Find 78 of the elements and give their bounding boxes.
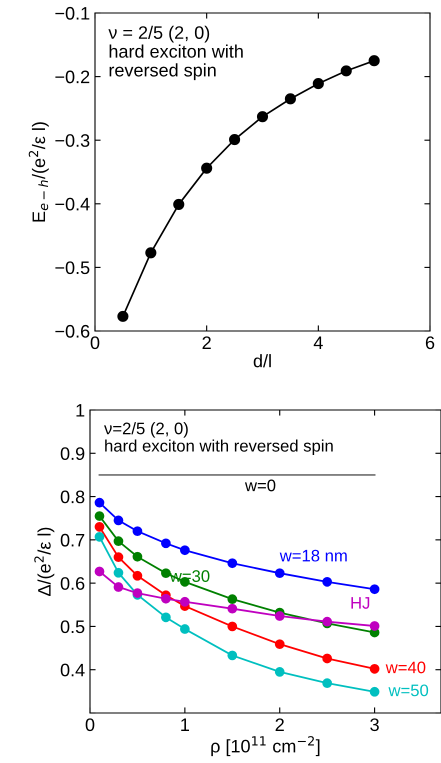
- point: [180, 596, 190, 607]
- point: [274, 611, 285, 621]
- point: [94, 532, 104, 542]
- y-axis-title: E$_{e−h}$/(e$^{2}$/ε l): [28, 122, 49, 222]
- point: [114, 536, 124, 546]
- point: [132, 552, 142, 562]
- y-tick-label: −0.6: [55, 324, 90, 338]
- x-tick-label: 2: [276, 718, 284, 731]
- point: [227, 594, 238, 604]
- y-axis-title: Δ/(e$^{2}$/ε l): [34, 528, 54, 596]
- point: [161, 594, 171, 604]
- y-tick-label: 0.9: [60, 447, 84, 460]
- point: [227, 650, 238, 660]
- point: [368, 55, 380, 66]
- x-tick-label: 0: [90, 336, 100, 350]
- point: [284, 93, 296, 104]
- point: [94, 511, 104, 521]
- x-tick-label: 0: [86, 718, 94, 732]
- point: [180, 545, 190, 556]
- point: [114, 582, 124, 592]
- point: [201, 162, 212, 174]
- point: [114, 552, 124, 562]
- point: [94, 566, 104, 576]
- point: [370, 621, 380, 631]
- x-tick-label: 4: [314, 336, 323, 349]
- annotation: ν = 2/5 (2, 0) hard exciton with reversed spin: [108, 26, 243, 80]
- y-tick-label: 0.8: [60, 490, 84, 504]
- x-tick-label: 1: [181, 718, 190, 731]
- y-tick-label: −0.4: [55, 198, 90, 211]
- point: [227, 604, 238, 614]
- point: [161, 538, 171, 548]
- point: [229, 134, 240, 146]
- y-tick-label: −0.2: [55, 70, 90, 84]
- y-tick-label: 0.4: [60, 664, 85, 676]
- point: [227, 622, 238, 632]
- point: [322, 678, 332, 688]
- point: [256, 111, 268, 122]
- point: [340, 65, 352, 76]
- point: [370, 584, 380, 594]
- point: [161, 612, 171, 622]
- y-tick-label: −0.3: [55, 134, 90, 147]
- point: [227, 558, 238, 568]
- point: [145, 247, 156, 258]
- x-tick-label: 6: [426, 336, 434, 350]
- point: [370, 686, 380, 697]
- point: [132, 526, 142, 536]
- point: [312, 78, 324, 90]
- y-tick-label: 0.7: [60, 534, 84, 547]
- x-axis-title: d/l: [254, 354, 271, 368]
- y-tick-label: 0.6: [60, 577, 84, 590]
- x-tick-label: 2: [202, 336, 211, 349]
- point: [117, 310, 128, 322]
- x-axis-title: ρ [10$^{11}$ cm$^{−2}$]: [211, 736, 320, 756]
- point: [370, 664, 380, 674]
- point: [274, 568, 285, 578]
- point: [94, 498, 104, 508]
- y-tick-label: −0.1: [55, 6, 90, 20]
- point: [274, 667, 285, 677]
- annotation: w=50: [388, 684, 428, 696]
- point: [132, 570, 142, 581]
- point: [94, 522, 104, 532]
- point: [114, 516, 124, 526]
- annotation: HJ: [351, 597, 370, 609]
- annotation: w=0: [244, 480, 276, 492]
- y-tick-label: 1: [76, 404, 84, 417]
- y-tick-label: −0.5: [55, 261, 90, 274]
- annotation: w=40: [386, 662, 426, 674]
- y-tick-label: 0.5: [60, 620, 84, 634]
- point: [114, 568, 124, 578]
- point: [161, 568, 171, 578]
- annotation: ν=2/5 (2, 0) hard exciton with reversed spin: [104, 422, 333, 456]
- point: [274, 639, 285, 650]
- point: [322, 654, 332, 664]
- point: [173, 198, 184, 210]
- annotation: w=18 nm: [280, 550, 347, 562]
- x-tick-label: 3: [370, 718, 379, 732]
- point: [322, 576, 332, 587]
- point: [180, 624, 190, 634]
